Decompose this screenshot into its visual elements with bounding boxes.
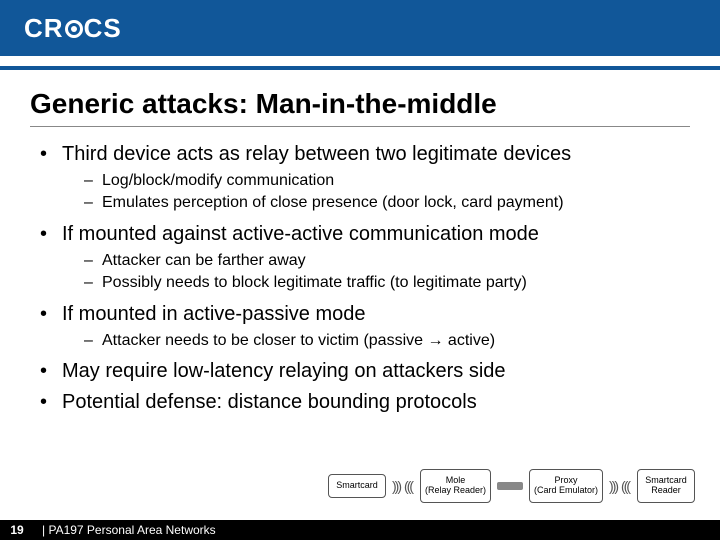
page-number: 19 <box>0 523 34 537</box>
bullet-item: If mounted against active-active communi… <box>40 221 690 295</box>
header-bar: CR CS <box>0 0 720 56</box>
sub-bullet-item: Log/block/modify communication <box>84 170 690 192</box>
diagram-box-mole: Mole (Relay Reader) <box>420 469 491 503</box>
signal-icon: ))) <box>392 478 400 494</box>
bullet-item: If mounted in active-passive modeAttacke… <box>40 301 690 352</box>
diagram-box-reader: Smartcard Reader <box>637 469 695 503</box>
sub-bullet-item: Attacker can be farther away <box>84 250 690 272</box>
slide-content: Generic attacks: Man-in-the-middle Third… <box>0 70 720 416</box>
diagram-box-smartcard: Smartcard <box>328 474 386 498</box>
logo: CR CS <box>24 13 122 44</box>
title-rule <box>30 126 690 127</box>
logo-suffix: CS <box>84 13 122 44</box>
sub-bullet-item: Possibly needs to block legitimate traff… <box>84 272 690 294</box>
sub-bullet-item: Emulates perception of close presence (d… <box>84 192 690 214</box>
diagram-box-proxy: Proxy (Card Emulator) <box>529 469 603 503</box>
sub-bullet-list: Attacker needs to be closer to victim (p… <box>62 330 690 352</box>
signal-icon: ))) <box>609 478 617 494</box>
logo-prefix: CR <box>24 13 64 44</box>
bullet-item: May require low-latency relaying on atta… <box>40 358 690 385</box>
footer: 19 | PA197 Personal Area Networks <box>0 520 720 540</box>
signal-icon: ))) <box>623 478 631 494</box>
link-icon <box>497 482 523 490</box>
mitm-diagram: Smartcard ))) ))) Mole (Relay Reader) Pr… <box>328 456 708 516</box>
bullet-item: Third device acts as relay between two l… <box>40 141 690 215</box>
sub-bullet-item: Attacker needs to be closer to victim (p… <box>84 330 690 352</box>
logo-ring-icon <box>65 20 83 38</box>
bullet-item: Potential defense: distance bounding pro… <box>40 389 690 416</box>
signal-icon: ))) <box>406 478 414 494</box>
footer-text: | PA197 Personal Area Networks <box>34 523 216 537</box>
sub-bullet-list: Attacker can be farther awayPossibly nee… <box>62 250 690 295</box>
slide-title: Generic attacks: Man-in-the-middle <box>30 88 690 120</box>
sub-bullet-list: Log/block/modify communicationEmulates p… <box>62 170 690 215</box>
bullet-list: Third device acts as relay between two l… <box>30 141 690 416</box>
